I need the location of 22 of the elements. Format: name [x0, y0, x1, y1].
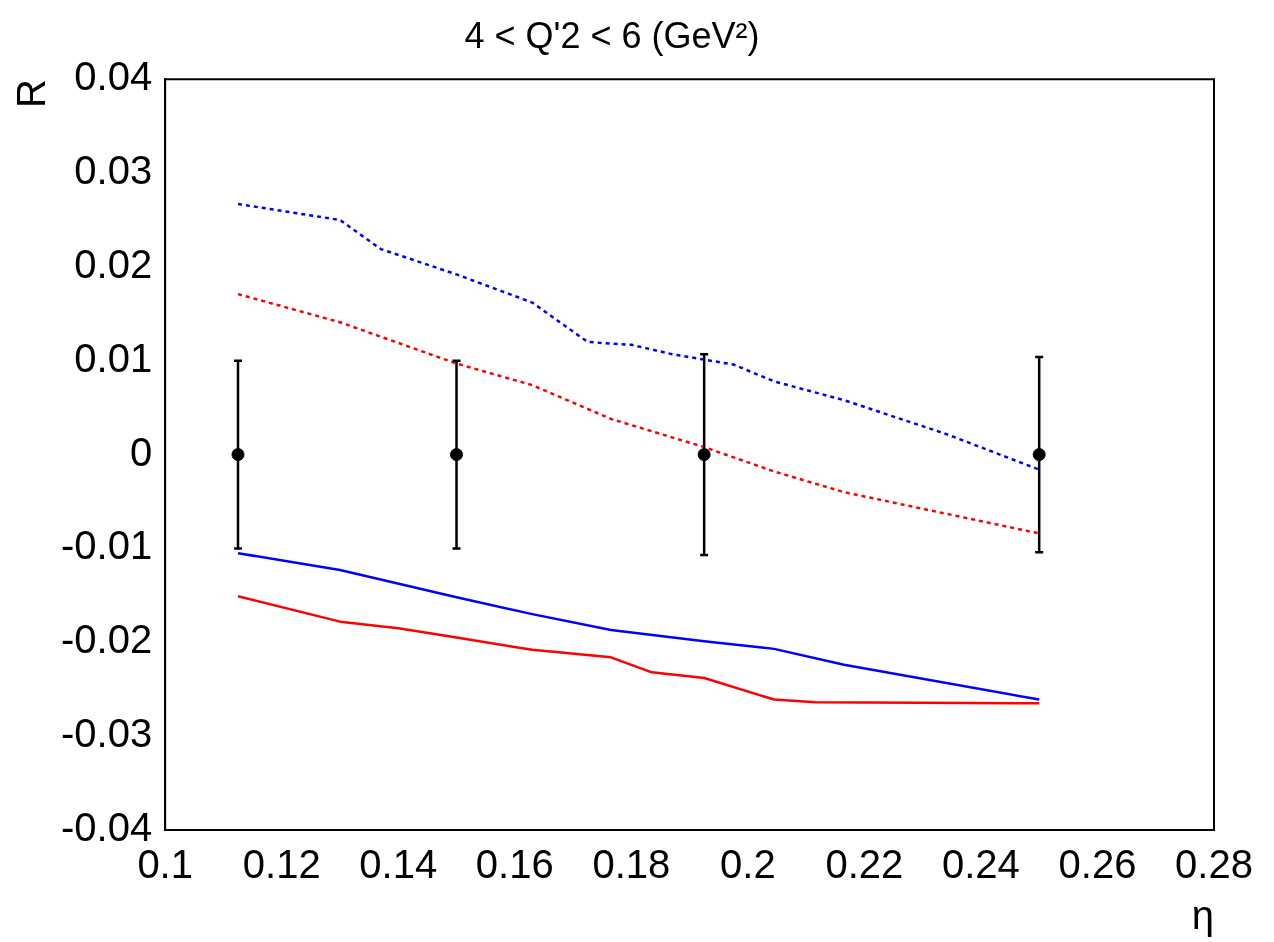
- line-series: [236, 292, 1041, 535]
- x-tick-label: 0.26: [1058, 842, 1137, 887]
- line-series: [236, 202, 1041, 471]
- x-tick-label: 0.28: [1175, 842, 1253, 887]
- y-tick-label: 0.01: [74, 335, 153, 380]
- y-tick-label: -0.02: [61, 617, 153, 662]
- x-tick-label: 0.14: [359, 842, 438, 887]
- x-tick-label: 0.12: [242, 842, 321, 887]
- x-tick-label: 0.16: [475, 842, 554, 887]
- y-axis-title: R: [9, 79, 54, 109]
- chart-title: 4 < Q'2 < 6 (GeV²): [464, 14, 760, 56]
- x-tick-label: 0.22: [825, 842, 904, 887]
- y-tick-label: 0.04: [74, 54, 153, 99]
- x-tick-label: 0.24: [942, 842, 1020, 887]
- x-tick-label: 0.18: [592, 842, 671, 887]
- y-tick-label: 0.02: [74, 241, 153, 286]
- y-tick-label: 0: [129, 429, 153, 474]
- x-axis-title: η: [1191, 893, 1214, 938]
- x-tick-label: 0.2: [720, 842, 776, 887]
- y-tick-label: -0.01: [61, 523, 153, 568]
- y-tick-label: -0.03: [61, 711, 153, 756]
- y-tick-label: 0.03: [74, 148, 153, 193]
